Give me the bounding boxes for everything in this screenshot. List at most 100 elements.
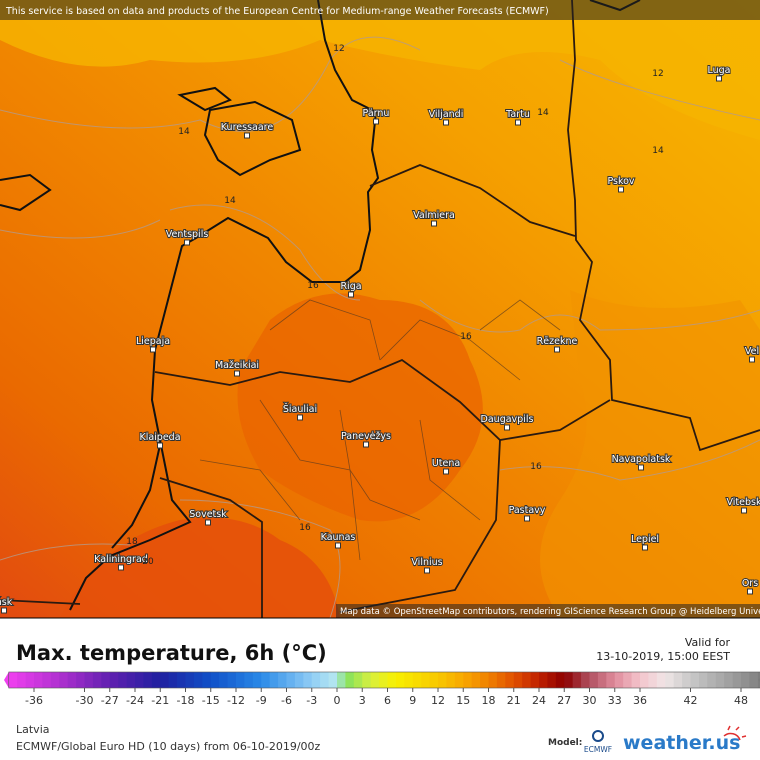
colorbar-segment (59, 672, 69, 688)
colorbar-tick-label: -6 (281, 694, 292, 707)
colorbar-tick-label: -24 (126, 694, 144, 707)
colorbar-segment (505, 672, 515, 688)
colorbar-segment (597, 672, 607, 688)
city-marker (716, 75, 722, 82)
city-marker (363, 441, 369, 448)
city-label: Pskov (607, 176, 634, 187)
colorbar-segment (614, 672, 624, 688)
valid-time: 13-10-2019, 15:00 EEST (596, 650, 730, 663)
colorbar-segment (362, 672, 372, 688)
city-marker (297, 414, 303, 421)
colorbar-segment (67, 672, 77, 688)
notice-bar (0, 0, 760, 20)
city-marker (157, 442, 163, 449)
colorbar-tick-label: 24 (532, 694, 546, 707)
colorbar-segment (581, 672, 590, 688)
colorbar-segment (480, 672, 489, 688)
colorbar-segment (606, 672, 616, 688)
colorbar-tick-label: -15 (202, 694, 220, 707)
region: Latvia (16, 723, 50, 736)
contour-label: 20 (142, 557, 154, 567)
colorbar-segment (572, 672, 582, 688)
colorbar-segment (564, 672, 574, 688)
colorbar-segment (337, 672, 346, 688)
colorbar-segment (236, 672, 245, 688)
city-label: Vel (745, 346, 759, 357)
brand-sun (723, 725, 747, 741)
colorbar-segment (244, 672, 254, 688)
colorbar-segment (454, 672, 464, 688)
colorbar-tick-label: 36 (633, 694, 647, 707)
colorbar-segment (185, 672, 195, 688)
brand: weather.us (623, 732, 740, 754)
colorbar-segment (202, 672, 212, 688)
colorbar-tick-label: 0 (334, 694, 341, 707)
colorbar-tick-label: 12 (431, 694, 445, 707)
borders (0, 0, 760, 618)
colorbar-segment (463, 672, 473, 688)
city-label: Liepaja (136, 336, 170, 347)
colorbar-segment (539, 672, 548, 688)
city-marker (524, 515, 530, 522)
colorbar-segment (193, 672, 203, 688)
city-marker (244, 132, 250, 139)
title: Max. temperature, 6h (°C) (16, 641, 327, 665)
city-label: Vitebsk (727, 497, 760, 508)
colorbar-segment (640, 672, 649, 688)
colorbar-segment (143, 672, 153, 688)
city-marker (554, 346, 560, 353)
city-marker (150, 346, 156, 353)
colorbar-segment (698, 672, 708, 688)
colorbar-tick-label: 9 (409, 694, 416, 707)
city-label: Viljandi (429, 109, 464, 120)
field-20 (60, 517, 340, 618)
colorbar-segment (227, 672, 237, 688)
city-label: Navapolatsk (612, 454, 671, 465)
colorbar-segment (429, 672, 439, 688)
city-marker (184, 239, 190, 246)
city-label: Šiauliai (283, 403, 317, 415)
city-marker (642, 544, 648, 551)
colorbar-segment (177, 672, 186, 688)
notice: This service is based on data and produc… (5, 6, 549, 17)
colorbar-segment (118, 672, 127, 688)
attribution: Map data © OpenStreetMap contributors, r… (340, 607, 760, 617)
colorbar-tick-label: 18 (482, 694, 496, 707)
colorbar-tick-label: 3 (359, 694, 366, 707)
colorbar-segment (741, 672, 750, 688)
colorbar-tick-label: 27 (557, 694, 571, 707)
labels: Kuressaare Pärnu Viljandi Tartu Luga Pskov Val… (0, 44, 760, 614)
colorbar-segment (328, 672, 338, 688)
city-marker (335, 542, 341, 549)
colorbar-tick-label: 42 (684, 694, 698, 707)
city-marker (747, 588, 753, 595)
city-label: Daugavpils (481, 414, 534, 425)
city-marker (741, 507, 747, 514)
colorbar-segment (682, 672, 691, 688)
colorbar-segment (631, 672, 641, 688)
colorbar-segment (25, 672, 35, 688)
colorbar-segment (555, 672, 565, 688)
model-logo: ECMWF (584, 745, 612, 754)
contour-label: 16 (460, 332, 472, 342)
colorbar-tick-label: -18 (177, 694, 195, 707)
colorbar-segment (286, 672, 296, 688)
colorbar-segment (320, 672, 329, 688)
colorbar-tick-label: 48 (734, 694, 748, 707)
colorbar-segment (160, 672, 170, 688)
colorbar-tick-label: -27 (101, 694, 119, 707)
colorbar-tick-label: -21 (151, 694, 169, 707)
city-label: Luga (708, 65, 731, 76)
colorbar-segment (412, 672, 422, 688)
colorbar-segment (589, 672, 599, 688)
city-marker (424, 567, 430, 574)
colorbar-segment (278, 672, 287, 688)
city-label: Ors (742, 578, 758, 589)
contour-label: 18 (126, 537, 138, 547)
contour-label: 16 (307, 281, 319, 291)
city-label: Mažeikiai (215, 360, 259, 371)
colorbar-segment (126, 672, 136, 688)
colorbar-segment (379, 672, 388, 688)
colorbar-segment (438, 672, 447, 688)
colorbar-segment (219, 672, 228, 688)
